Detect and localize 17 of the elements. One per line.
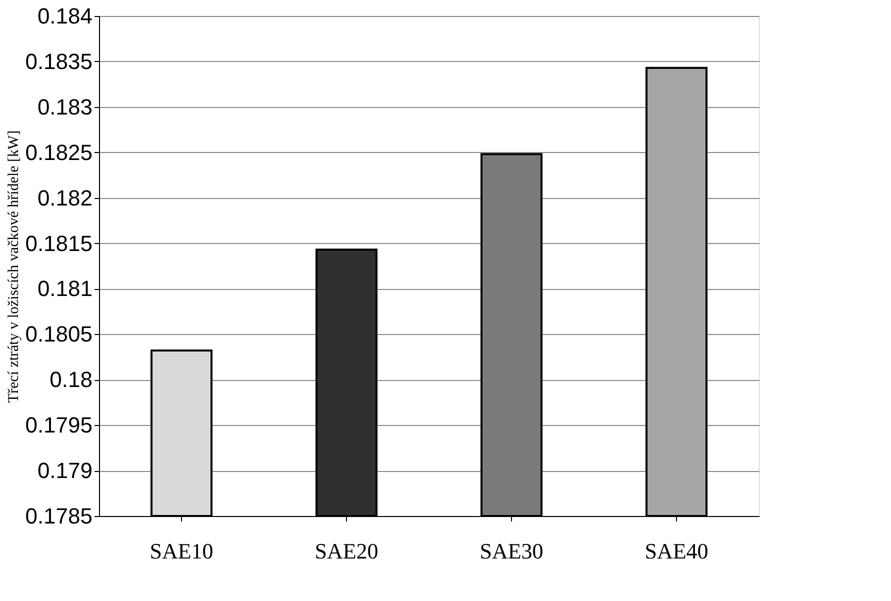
x-tick-label: SAE10	[150, 538, 214, 564]
y-tick-label: 0.1795	[25, 412, 92, 438]
y-tick-label: 0.1815	[25, 230, 92, 256]
y-tick-label: 0.1785	[25, 504, 92, 528]
y-tick-label: 0.184	[37, 4, 92, 28]
y-tick-label: 0.182	[37, 185, 92, 210]
x-tick-label: SAE40	[644, 538, 708, 564]
y-tick-label: 0.18	[50, 367, 92, 392]
y-tick-label: 0.181	[37, 276, 92, 302]
y-axis-title: Třecí ztráty v ložiscích vačkové hřídele [kW]	[6, 130, 22, 403]
y-tick-label: 0.1835	[25, 48, 92, 74]
y-tick-label: 0.183	[37, 94, 92, 120]
y-tick-label: 0.179	[37, 458, 92, 484]
x-tick-label: SAE30	[480, 538, 544, 564]
x-tick-label: SAE20	[314, 538, 378, 564]
y-tick-label: 0.1825	[25, 140, 92, 165]
y-tick-label: 0.1805	[25, 322, 92, 347]
